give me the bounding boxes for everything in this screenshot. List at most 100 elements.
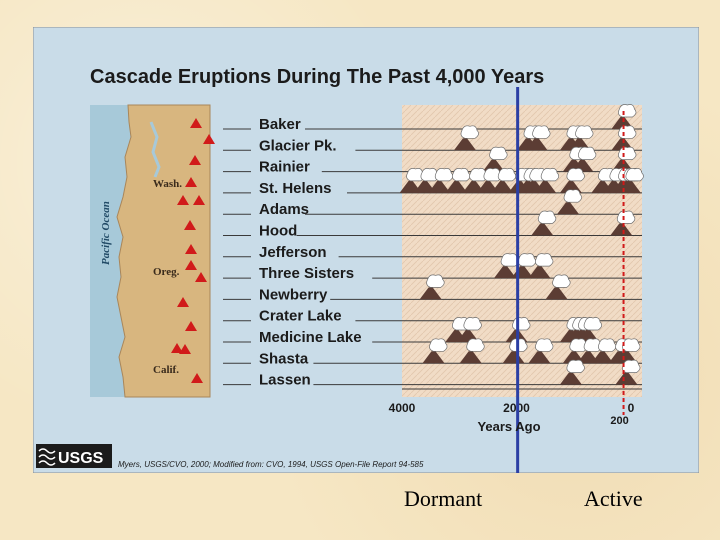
eruption-mark [545,274,571,300]
volcano-triangle-icon [177,195,189,205]
ash-plume [540,168,560,182]
eruption-mark [531,210,557,236]
ash-plume [618,146,637,160]
volcano-label: Three Sisters [259,265,354,282]
volcano-cone [445,180,468,193]
ash-plume [566,168,585,182]
volcano-cone [545,287,568,300]
volcano-triangle-icon [177,297,189,307]
volcano-label: Rainier [259,159,310,176]
volcano-label: Adams [259,201,309,218]
volcano-label: Medicine Lake [259,329,362,346]
volcano-triangles [171,118,215,383]
map: Pacific Ocean Wash. Oreg. Calif. [90,104,215,398]
eruption-mark [456,317,482,342]
volcano-cone [494,266,517,279]
wash-label: Wash. [153,178,182,190]
eruption-mark [525,125,551,151]
x-marker-label: 200 [610,415,628,427]
eruption-mark [577,338,603,364]
volcano-cone [428,180,451,193]
x-tick-label: 0 [628,401,635,415]
volcano-label: Hood [259,223,297,240]
volcano-cone [525,138,548,151]
ash-plume [500,253,519,267]
ash-plume [434,168,454,182]
volcano-triangle-icon [203,134,215,144]
usgs-logo: USGS [36,444,112,468]
volcano-cone [413,180,436,193]
volcano-cone [476,180,499,193]
volcano-triangle-icon [191,373,203,383]
volcano-cone [591,351,614,364]
volcano-triangle-icon [189,155,201,165]
volcano-cone [399,180,422,193]
ash-plume [512,317,531,331]
volcano-cone [528,266,551,279]
ash-plume [616,210,636,224]
volcano-triangle-icon [185,244,197,254]
row-medicine-lake: Medicine Lake [223,317,642,346]
ash-plume [452,168,471,182]
volcano-label: Baker [259,116,301,133]
oreg-label: Oreg. [153,266,180,278]
ash-plume [497,168,517,182]
eruption-mark [559,359,585,385]
volcano-label: Lassen [259,372,311,389]
row-jefferson: Jefferson [223,244,642,261]
volcano-cone [557,202,580,215]
x-axis-label: Years Ago [477,419,540,434]
puget-sound [149,121,161,178]
volcano-cone [422,351,445,364]
caption-active: Active [584,486,643,511]
ash-plume [532,125,551,139]
volcano-cone [531,223,554,236]
volcano-cone [453,138,476,151]
ash-plume [598,338,617,352]
ash-plume [460,125,479,139]
volcano-rows: Baker Glacier Pk. Rainier St. Helens Adams Ho… [223,104,644,389]
volcano-cone [610,223,633,236]
row-three-sisters: Three Sisters [223,253,642,282]
ash-plume [429,338,448,352]
eruption-mark [453,125,479,151]
eruption-mark [399,168,425,193]
ash-plume [537,210,557,224]
volcano-triangle-icon [193,195,205,205]
volcano-cone [459,351,482,364]
eruption-mark [494,253,519,279]
ash-plume [625,168,644,182]
eruption-mark [422,338,448,364]
map-land [116,104,211,398]
volcano-triangle-icon [171,343,183,353]
volcano-label: Newberry [259,286,328,303]
volcano-cone [615,372,638,385]
ash-plume [517,253,537,267]
volcano-triangle-icon [190,118,202,128]
caption-dormant: Dormant [404,486,483,511]
volcano-cone [419,287,442,300]
volcano-label: Shasta [259,350,309,367]
ash-plume [618,104,637,118]
ash-plume [535,253,554,267]
eruption-mark [459,338,485,364]
volcano-cone [534,180,557,193]
ash-plume [489,146,508,160]
ash-plume [535,338,554,352]
ash-plume [618,125,637,139]
eruption-mark [534,168,560,193]
volcano-label: Jefferson [259,244,327,261]
ash-plume [583,317,603,331]
ash-plume [578,146,597,160]
usgs-wave-icon [38,448,56,466]
row-adams: Adams [223,189,642,218]
eruption-mark [610,210,636,236]
usgs-logo-text: USGS [58,450,104,467]
ash-plume [566,359,585,373]
volcano-triangle-icon [185,260,197,270]
row-lassen: Lassen [223,359,642,389]
row-st-helens: St. Helens [223,168,644,197]
row-newberry: Newberry [223,274,642,303]
volcano-triangle-icon [185,321,197,331]
volcano-triangle-icon [184,220,196,230]
